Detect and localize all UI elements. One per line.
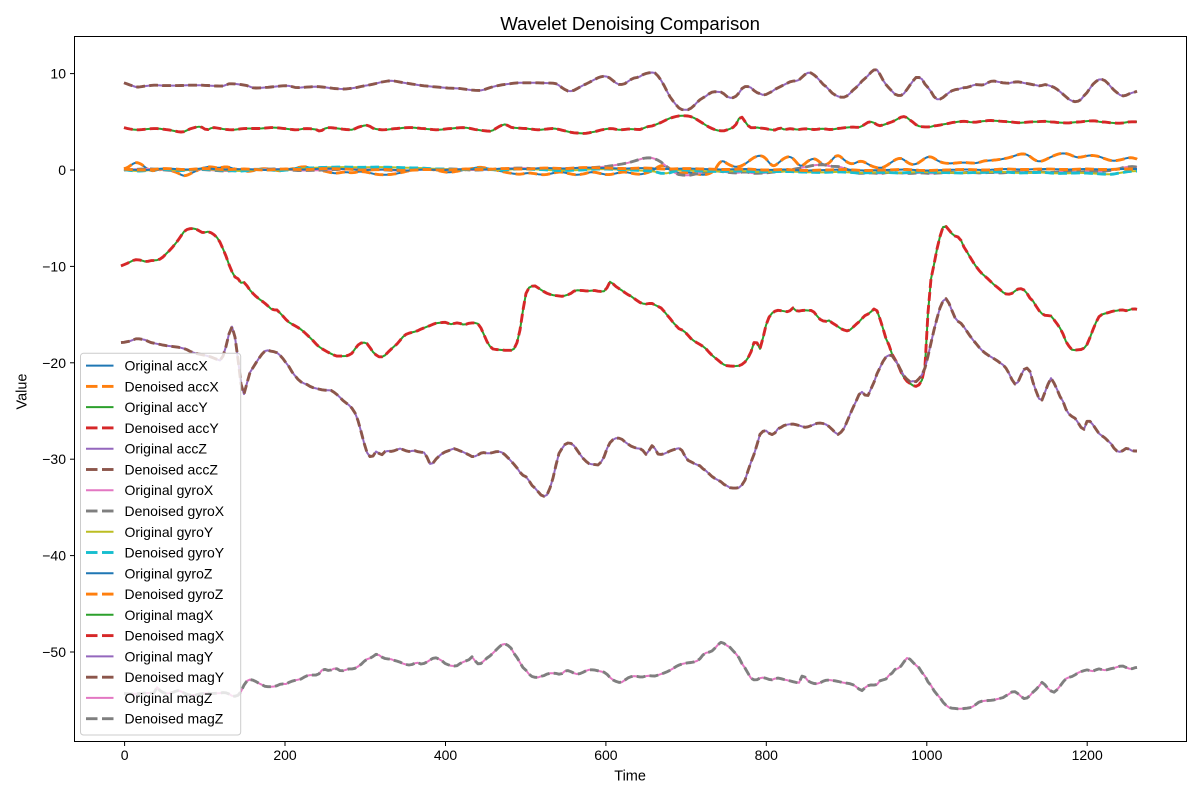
svg-text:Original gyroZ: Original gyroZ <box>125 565 213 581</box>
svg-text:Denoised magX: Denoised magX <box>125 628 225 644</box>
svg-text:−40: −40 <box>42 548 66 564</box>
svg-text:Denoised magY: Denoised magY <box>125 669 225 685</box>
svg-text:Original accZ: Original accZ <box>125 441 208 457</box>
svg-text:200: 200 <box>273 747 297 763</box>
svg-text:800: 800 <box>755 747 779 763</box>
svg-text:Denoised magZ: Denoised magZ <box>125 711 224 727</box>
svg-text:−10: −10 <box>42 258 66 274</box>
svg-text:Original magY: Original magY <box>125 648 214 664</box>
svg-text:Original magX: Original magX <box>125 607 214 623</box>
svg-text:400: 400 <box>434 747 458 763</box>
svg-text:Original accX: Original accX <box>125 358 209 374</box>
svg-text:Denoised gyroX: Denoised gyroX <box>125 503 225 519</box>
svg-text:600: 600 <box>594 747 618 763</box>
svg-text:1200: 1200 <box>1072 747 1103 763</box>
svg-text:Original magZ: Original magZ <box>125 690 213 706</box>
svg-text:−50: −50 <box>42 644 66 660</box>
svg-text:0: 0 <box>121 747 129 763</box>
svg-text:10: 10 <box>50 66 66 82</box>
svg-text:0: 0 <box>58 162 66 178</box>
svg-text:1000: 1000 <box>911 747 942 763</box>
svg-text:Denoised accZ: Denoised accZ <box>125 462 219 478</box>
svg-text:Denoised accX: Denoised accX <box>125 378 220 394</box>
svg-text:Original accY: Original accY <box>125 399 209 415</box>
svg-text:−30: −30 <box>42 451 66 467</box>
svg-text:Original gyroY: Original gyroY <box>125 524 214 540</box>
svg-text:Time: Time <box>614 769 646 785</box>
svg-text:Denoised gyroZ: Denoised gyroZ <box>125 586 224 602</box>
svg-text:Original gyroX: Original gyroX <box>125 482 214 498</box>
svg-text:Value: Value <box>15 373 31 409</box>
svg-text:Denoised accY: Denoised accY <box>125 420 220 436</box>
svg-text:Denoised gyroY: Denoised gyroY <box>125 545 225 561</box>
svg-text:−20: −20 <box>42 355 66 371</box>
svg-text:Wavelet Denoising Comparison: Wavelet Denoising Comparison <box>500 13 760 34</box>
